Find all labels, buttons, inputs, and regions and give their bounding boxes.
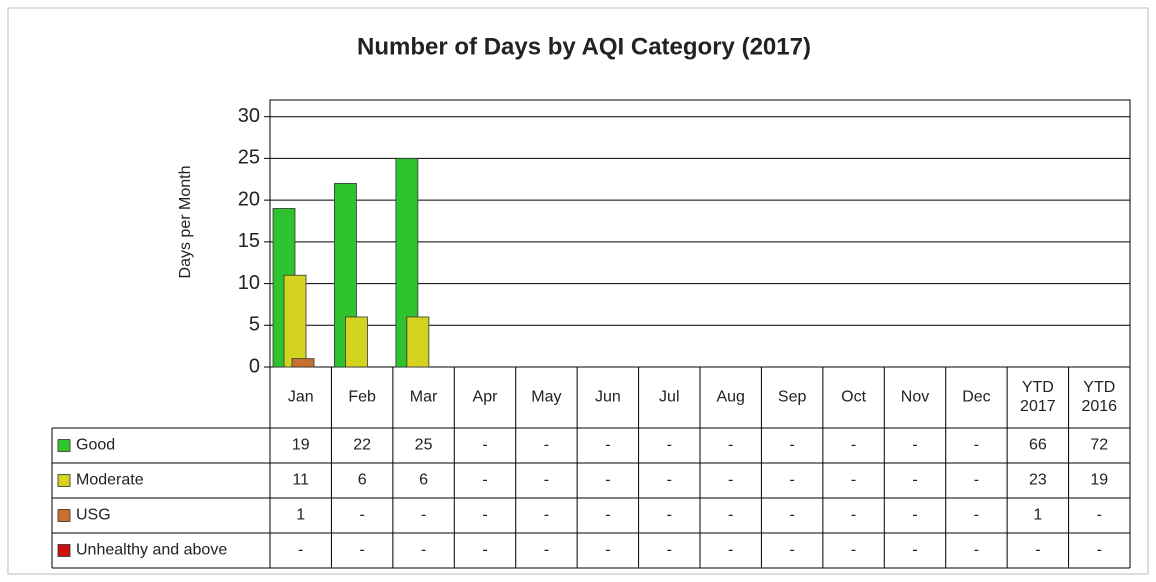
- table-value: -: [359, 507, 364, 524]
- table-value: -: [605, 472, 610, 489]
- table-value: -: [728, 437, 733, 454]
- table-value: -: [605, 437, 610, 454]
- table-value: 1: [296, 507, 305, 524]
- x-tick-label: Feb: [348, 389, 376, 406]
- table-value: -: [974, 507, 979, 524]
- y-tick-label: 15: [238, 230, 260, 252]
- table-value: -: [789, 437, 794, 454]
- x-tick-label: YTD 2017: [1020, 379, 1056, 415]
- x-tick-label: Nov: [901, 389, 929, 406]
- table-value: -: [789, 542, 794, 559]
- bar: [291, 358, 315, 368]
- table-value: -: [359, 542, 364, 559]
- table-value: -: [912, 542, 917, 559]
- table-value: -: [851, 437, 856, 454]
- table-value: 72: [1090, 437, 1108, 454]
- table-value: 19: [1090, 472, 1108, 489]
- table-value: -: [482, 542, 487, 559]
- table-value: 6: [419, 472, 428, 489]
- bar: [345, 316, 368, 368]
- x-tick-label: Oct: [841, 389, 866, 406]
- table-value: -: [667, 507, 672, 524]
- bar: [406, 316, 430, 368]
- x-tick-label: YTD 2016: [1081, 379, 1117, 415]
- bar: [283, 274, 307, 368]
- table-value: -: [544, 437, 549, 454]
- table-value: -: [544, 542, 549, 559]
- legend-key: [57, 509, 71, 522]
- table-value: 1: [1033, 507, 1042, 524]
- x-tick-label: Sep: [778, 389, 807, 406]
- table-value: -: [421, 507, 426, 524]
- table-value: -: [544, 507, 549, 524]
- y-tick-label: 5: [249, 314, 260, 336]
- table-value: -: [482, 507, 487, 524]
- legend-label: Moderate: [76, 472, 144, 489]
- table-value: -: [605, 542, 610, 559]
- table-value: -: [1097, 507, 1102, 524]
- table-value: -: [605, 507, 610, 524]
- table-value: 11: [292, 472, 309, 489]
- table-value: -: [974, 542, 979, 559]
- y-axis-label: Days per Month: [177, 166, 194, 279]
- table-value: -: [667, 437, 672, 454]
- table-value: -: [544, 472, 549, 489]
- table-value: 66: [1029, 437, 1047, 454]
- y-tick-label: 10: [238, 272, 260, 294]
- table-value: -: [728, 507, 733, 524]
- chart-title: Number of Days by AQI Category (2017): [357, 33, 811, 60]
- table-value: -: [728, 472, 733, 489]
- table-value: -: [1097, 542, 1102, 559]
- x-tick-label: May: [531, 389, 561, 406]
- chart-frame: [7, 7, 1149, 575]
- x-tick-label: Jun: [595, 389, 621, 406]
- legend-key: [57, 544, 71, 557]
- table-value: -: [974, 472, 979, 489]
- x-tick-label: Jan: [288, 389, 314, 406]
- table-value: -: [482, 472, 487, 489]
- legend-label: Good: [76, 437, 115, 454]
- y-tick-label: 25: [238, 147, 260, 169]
- table-value: -: [851, 472, 856, 489]
- table-value: -: [667, 472, 672, 489]
- table-value: -: [912, 507, 917, 524]
- legend-label: Unhealthy and above: [76, 542, 227, 559]
- table-value: 25: [415, 437, 433, 454]
- table-value: -: [851, 507, 856, 524]
- x-tick-label: Apr: [473, 389, 499, 406]
- x-tick-label: Mar: [410, 389, 438, 406]
- x-tick-label: Dec: [962, 389, 990, 406]
- x-tick-label: Jul: [659, 389, 679, 406]
- table-value: 6: [358, 472, 367, 489]
- table-value: 19: [292, 437, 310, 454]
- table-value: -: [912, 472, 917, 489]
- table-value: -: [789, 507, 794, 524]
- table-value: -: [298, 542, 303, 559]
- table-value: -: [728, 542, 733, 559]
- table-value: 23: [1029, 472, 1047, 489]
- legend-key: [57, 439, 71, 452]
- y-tick-label: 30: [238, 105, 260, 127]
- legend-label: USG: [76, 507, 111, 524]
- legend-key: [57, 474, 71, 487]
- table-value: -: [1035, 542, 1040, 559]
- table-value: -: [421, 542, 426, 559]
- table-value: -: [851, 542, 856, 559]
- table-value: -: [789, 472, 794, 489]
- table-value: -: [912, 437, 917, 454]
- table-value: -: [482, 437, 487, 454]
- y-tick-label: 0: [249, 355, 260, 377]
- y-tick-label: 20: [238, 188, 260, 210]
- table-value: -: [667, 542, 672, 559]
- table-value: 22: [353, 437, 371, 454]
- table-value: -: [974, 437, 979, 454]
- x-tick-label: Aug: [716, 389, 744, 406]
